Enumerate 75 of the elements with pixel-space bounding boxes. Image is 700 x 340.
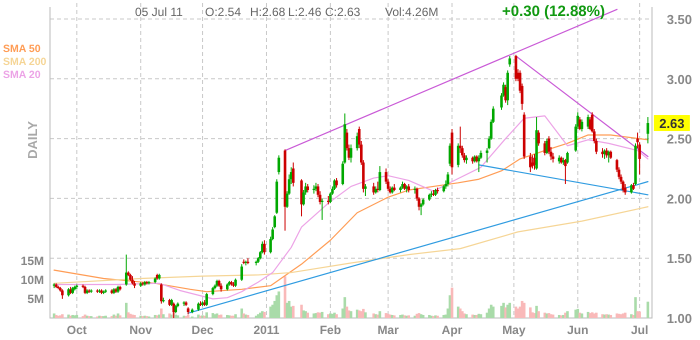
candlestick <box>378 166 382 192</box>
annotation: +0.30 (12.88%) <box>502 3 605 20</box>
bar <box>76 314 78 318</box>
x-tick-label: Jun <box>567 323 588 337</box>
x-tick-label: Feb <box>320 323 342 337</box>
candlestick <box>566 151 569 164</box>
candlestick <box>335 178 338 188</box>
text: SMA 200 <box>3 56 47 68</box>
annotation: 05 Jul 11 <box>135 5 184 19</box>
y2-tick-label: 15M <box>20 254 44 268</box>
annotation: H:2.68 <box>250 5 286 19</box>
bar <box>306 312 310 318</box>
candlestick <box>420 202 422 216</box>
annotation: C:2.63 <box>325 5 361 19</box>
candlestick <box>478 154 480 173</box>
annotation: L:2.46 <box>288 5 322 19</box>
candlestick <box>529 152 532 173</box>
candlestick <box>601 148 604 158</box>
x-tick-label: Dec <box>192 323 214 337</box>
x-tick-label: Apr <box>442 323 463 337</box>
bar <box>450 288 454 318</box>
text: DAILY <box>25 120 40 159</box>
x-tick-label: Nov <box>129 323 152 337</box>
candlestick <box>514 54 518 82</box>
bar <box>646 302 650 318</box>
bar <box>205 312 208 318</box>
bar <box>500 306 503 318</box>
bar <box>378 311 382 318</box>
bar <box>162 314 165 318</box>
bar <box>595 312 598 318</box>
candlestick <box>240 264 244 282</box>
annotation: 2.63 <box>659 116 685 132</box>
candlestick <box>300 178 303 217</box>
candlestick <box>263 240 266 256</box>
bar <box>364 312 367 318</box>
x-tick-label: Jul <box>630 323 648 337</box>
bar <box>537 311 540 318</box>
bar <box>634 297 637 318</box>
candlestick <box>333 178 336 191</box>
y-tick-label: 1.50 <box>666 251 692 266</box>
x-tick-label: Oct <box>66 323 87 337</box>
candlestick <box>624 184 626 196</box>
bar <box>278 291 280 318</box>
bar <box>292 306 295 318</box>
candlestick <box>61 288 64 300</box>
line-series <box>54 206 648 284</box>
y2-tick-label: 5M <box>27 292 44 306</box>
candlestick <box>456 142 460 168</box>
candlestick <box>278 154 280 175</box>
x-tick-label: Mar <box>377 323 400 337</box>
candlestick <box>508 56 512 68</box>
text: SMA 20 <box>3 69 41 81</box>
text: SMA 50 <box>3 43 41 55</box>
y-tick-label: 1.00 <box>666 311 692 326</box>
y-tick-label: 2.00 <box>666 191 692 206</box>
y-tick-label: 3.50 <box>666 12 692 27</box>
candlestick <box>446 172 450 187</box>
y2-tick-label: 10M <box>20 273 44 288</box>
bar <box>300 304 303 318</box>
x-tick-label: 2011 <box>253 323 280 337</box>
bar <box>609 314 612 318</box>
bar <box>508 302 512 318</box>
candlestick <box>537 130 540 146</box>
y-tick-label: 2.50 <box>666 132 692 147</box>
annotation: Vol:4.26M <box>385 5 438 19</box>
x-tick-label: May <box>502 323 526 337</box>
bar <box>284 276 286 318</box>
y-tick-label: 3.00 <box>666 72 692 87</box>
candlestick <box>364 184 367 196</box>
candlestick <box>646 116 650 144</box>
annotation: O:2.54 <box>205 5 242 19</box>
candlestick <box>580 118 584 132</box>
bar <box>492 306 495 318</box>
candlestick <box>350 144 352 163</box>
bar <box>535 306 538 318</box>
